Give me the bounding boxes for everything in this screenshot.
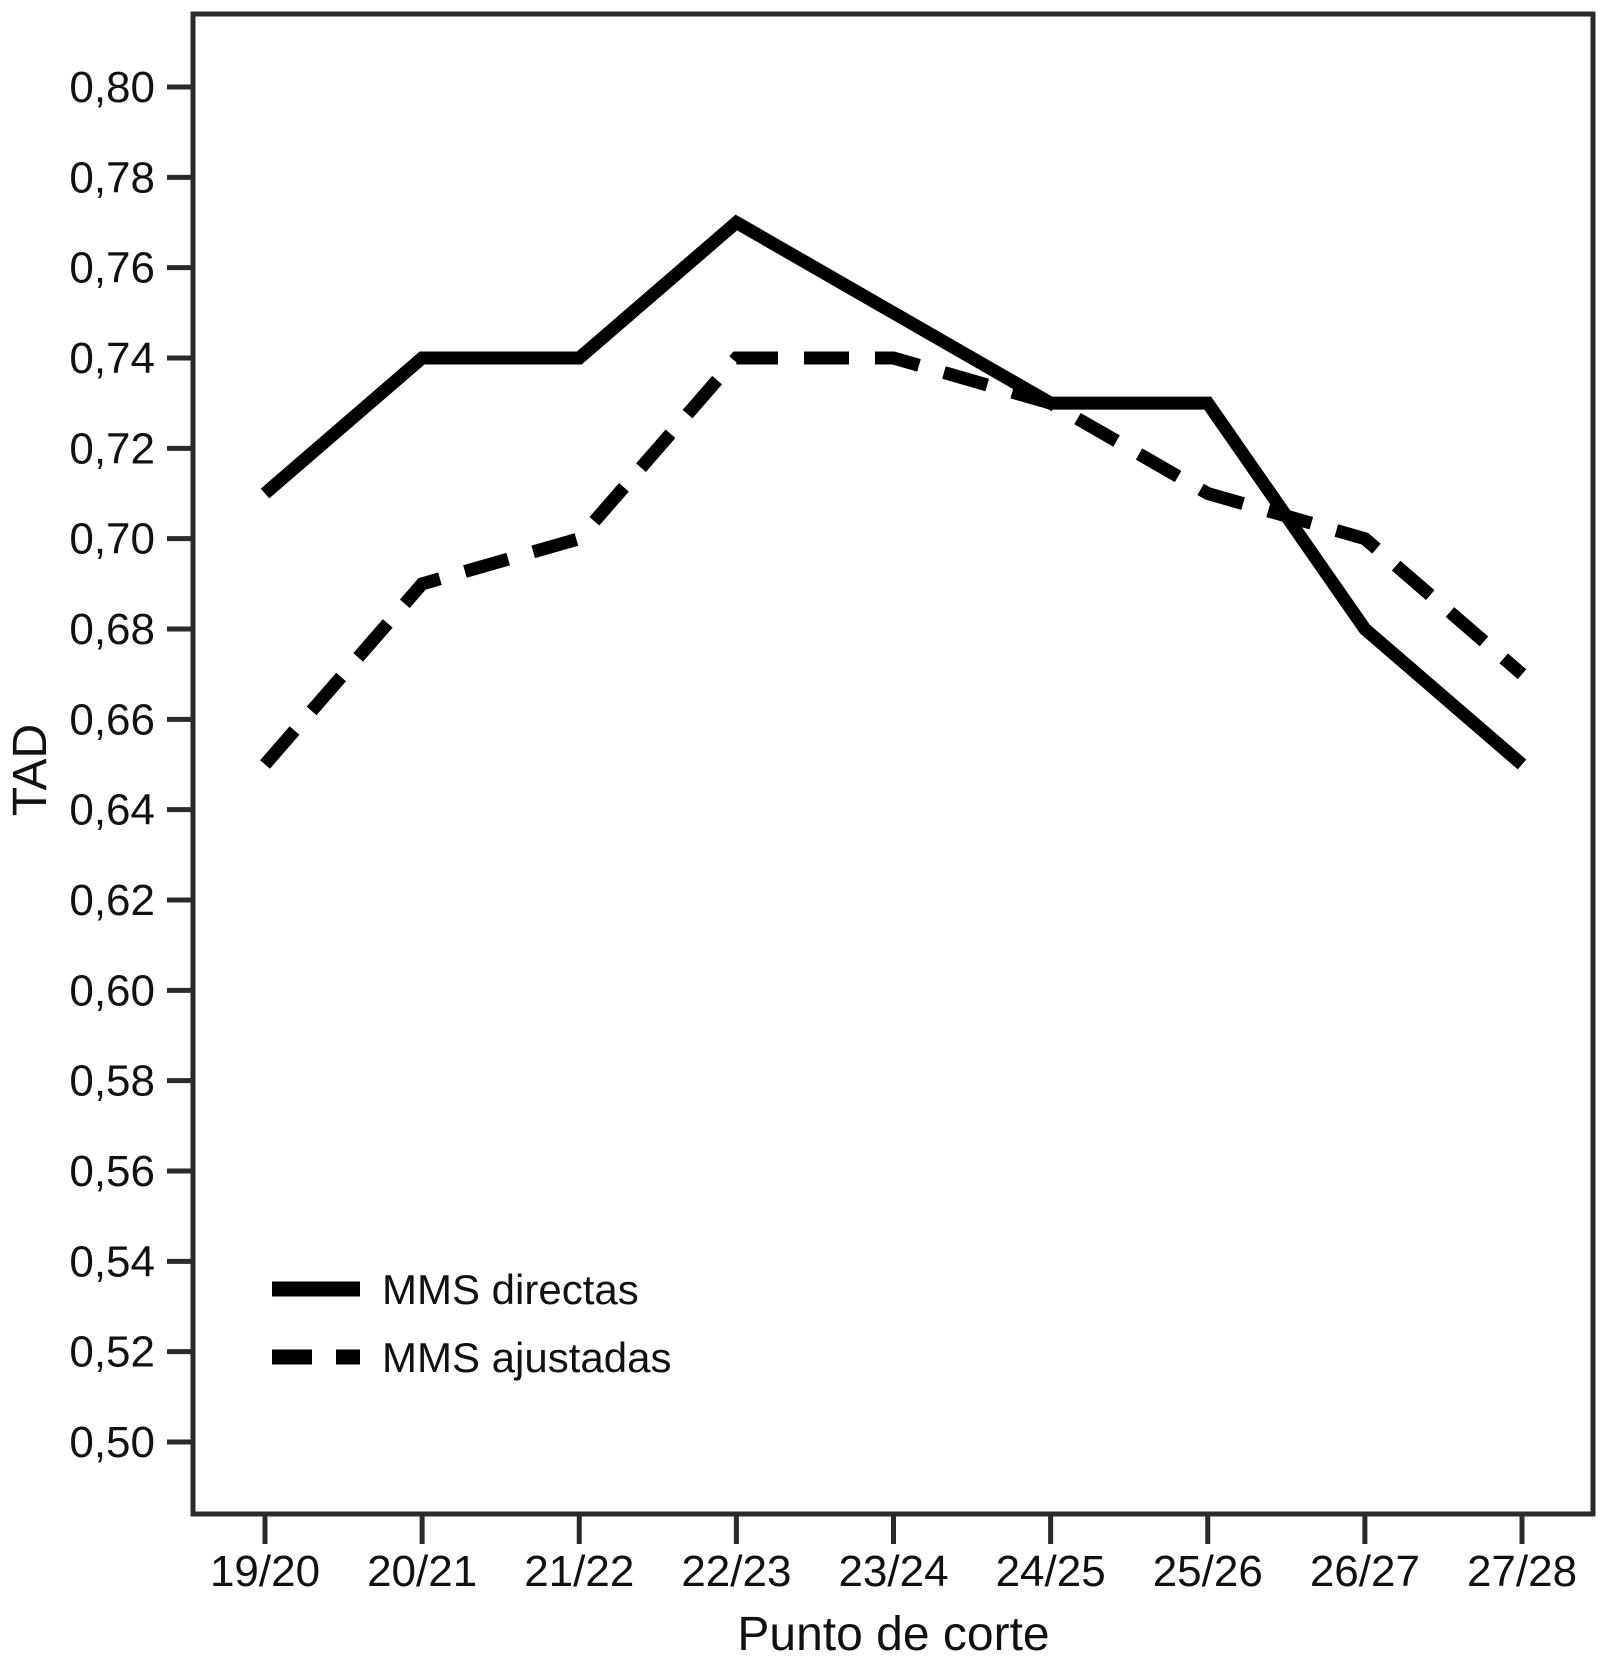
y-axis-tick-label: 0,58 bbox=[69, 1057, 155, 1106]
x-axis-tick-label: 26/27 bbox=[1310, 1547, 1420, 1596]
y-axis-tick-label: 0,54 bbox=[69, 1237, 155, 1286]
x-axis-tick-label: 21/22 bbox=[524, 1547, 634, 1596]
y-axis-tick-label: 0,66 bbox=[69, 695, 155, 744]
y-axis-tick-label: 0,74 bbox=[69, 334, 155, 383]
y-axis-title: TAD bbox=[4, 724, 57, 816]
y-axis-tick-label: 0,68 bbox=[69, 605, 155, 654]
legend-label: MMS ajustadas bbox=[382, 1334, 671, 1381]
y-axis-tick-label: 0,80 bbox=[69, 63, 155, 112]
y-axis-tick-label: 0,52 bbox=[69, 1328, 155, 1377]
y-axis-tick-label: 0,76 bbox=[69, 244, 155, 293]
y-axis-tick-label: 0,60 bbox=[69, 966, 155, 1015]
x-axis-tick-label: 20/21 bbox=[367, 1547, 477, 1596]
legend-item: MMS directas bbox=[272, 1266, 639, 1313]
series-line-mms-ajustadas bbox=[260, 351, 1527, 769]
y-axis-tick-label: 0,78 bbox=[69, 153, 155, 202]
x-axis-tick-label: 27/28 bbox=[1467, 1547, 1577, 1596]
x-axis-title: Punto de corte bbox=[737, 1608, 1049, 1660]
x-axis-tick-label: 25/26 bbox=[1153, 1547, 1263, 1596]
legend: MMS directas MMS ajustadas bbox=[272, 1266, 671, 1381]
x-axis-tick-label: 22/23 bbox=[681, 1547, 791, 1596]
y-axis-tick-label: 0,70 bbox=[69, 515, 155, 564]
legend-item: MMS ajustadas bbox=[272, 1334, 671, 1381]
y-axis-tick-label: 0,64 bbox=[69, 786, 155, 835]
y-axis-tick-label: 0,56 bbox=[69, 1147, 155, 1196]
x-axis-tick-label: 19/20 bbox=[210, 1547, 320, 1596]
y-axis-tick-label: 0,50 bbox=[69, 1418, 155, 1467]
y-axis-tick-label: 0,72 bbox=[69, 424, 155, 473]
series-line-mms-directas bbox=[260, 214, 1527, 770]
x-axis-tick-label: 24/25 bbox=[996, 1547, 1106, 1596]
y-axis-tick-label: 0,62 bbox=[69, 876, 155, 925]
legend-label: MMS directas bbox=[382, 1266, 639, 1313]
x-axis-tick-label: 23/24 bbox=[838, 1547, 948, 1596]
